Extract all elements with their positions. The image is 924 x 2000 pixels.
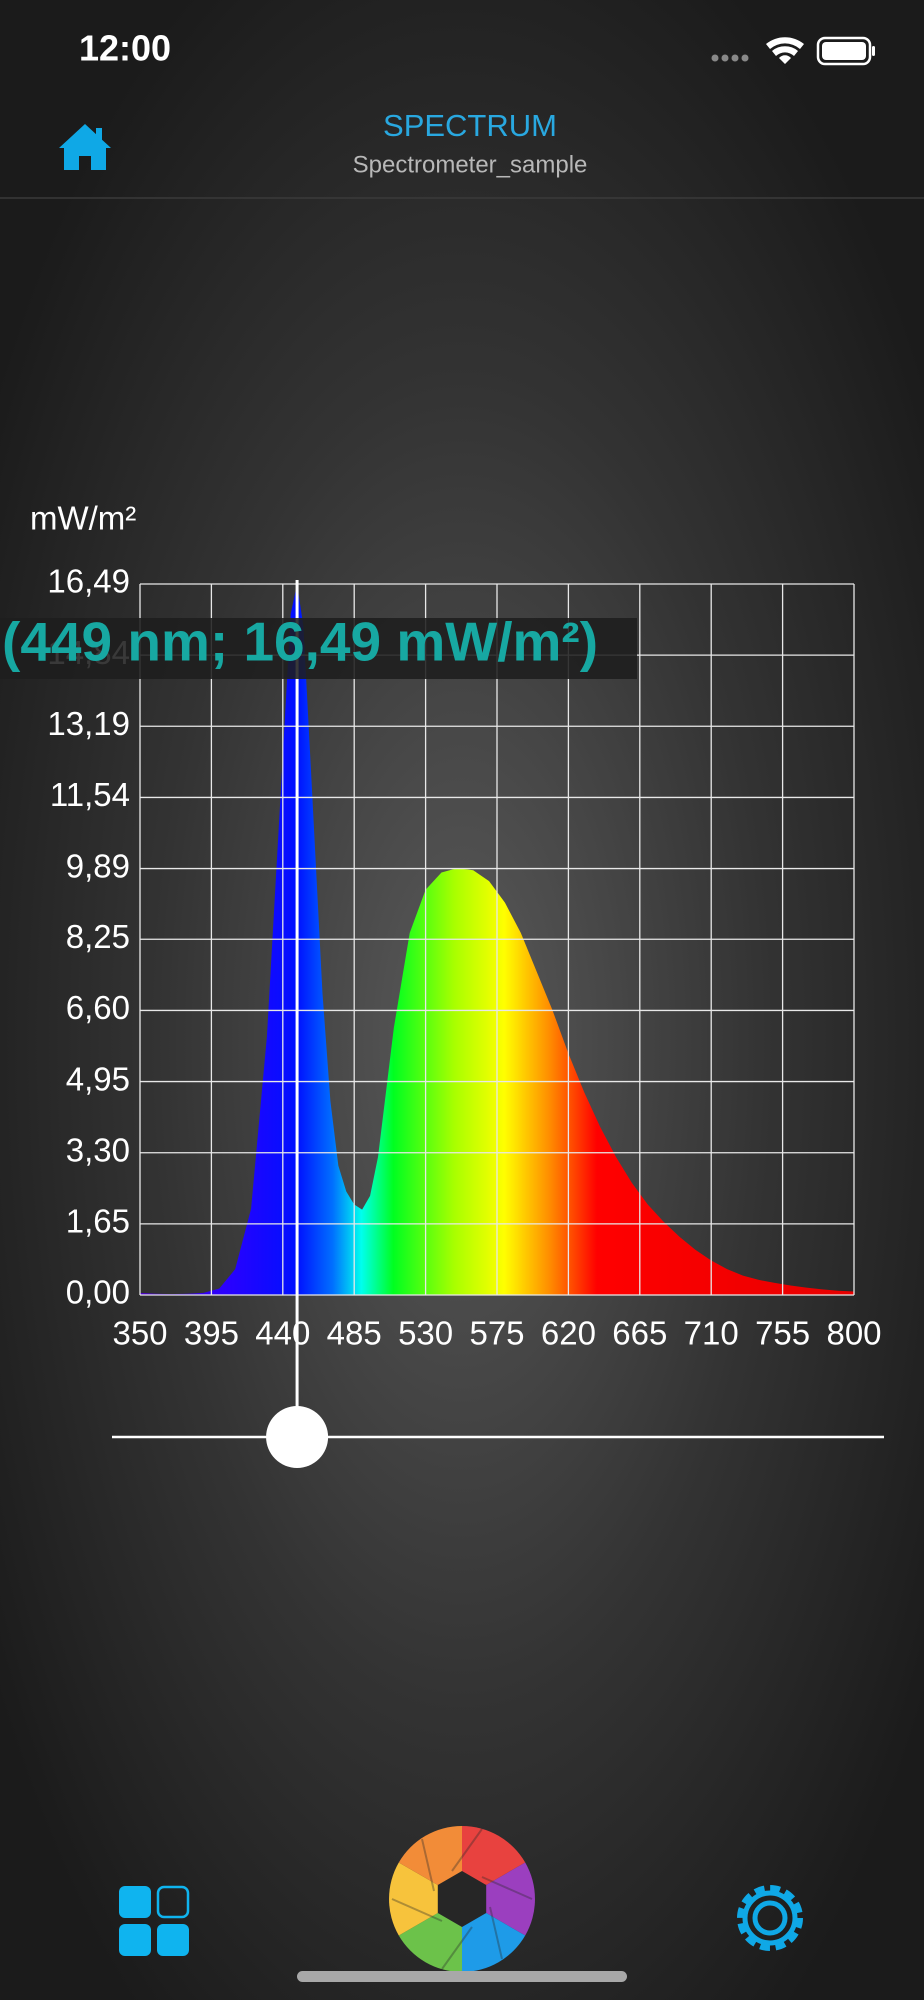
header-subtitle: Spectrometer_sample bbox=[353, 151, 588, 178]
y-tick-label: 11,54 bbox=[50, 776, 130, 813]
x-tick-label: 485 bbox=[327, 1315, 382, 1352]
home-button[interactable] bbox=[59, 124, 111, 170]
x-tick-label: 665 bbox=[612, 1315, 667, 1352]
cursor-label-background bbox=[0, 618, 637, 679]
x-tick-label: 800 bbox=[826, 1315, 881, 1352]
x-tick-label: 395 bbox=[184, 1315, 239, 1352]
cursor-label: (449 nm; 16,49 mW/m²) bbox=[2, 611, 598, 673]
y-tick-label: 16,49 bbox=[47, 563, 130, 600]
x-tick-label: 530 bbox=[398, 1315, 453, 1352]
dashboard-button[interactable] bbox=[119, 1885, 190, 1956]
capture-button[interactable] bbox=[389, 1826, 535, 1972]
x-tick-label: 350 bbox=[112, 1315, 167, 1352]
x-tick-label: 710 bbox=[684, 1315, 739, 1352]
header-title: SPECTRUM bbox=[383, 108, 557, 143]
status-time: 12:00 bbox=[79, 28, 171, 69]
settings-button[interactable] bbox=[737, 1885, 803, 1951]
y-tick-label: 3,30 bbox=[66, 1131, 130, 1168]
y-tick-label: 4,95 bbox=[66, 1060, 130, 1097]
y-tick-label: 6,60 bbox=[66, 989, 130, 1026]
home-indicator bbox=[297, 1971, 627, 1982]
x-tick-label: 440 bbox=[255, 1315, 310, 1352]
chart: mW/m² 0,00 1,65 3,30 4,95 6,60 8,25 9,89 11,54 1… bbox=[0, 500, 884, 1468]
x-tick-label: 620 bbox=[541, 1315, 596, 1352]
y-tick-label: 1,65 bbox=[66, 1203, 130, 1240]
x-tick-label: 755 bbox=[755, 1315, 810, 1352]
status-icons bbox=[711, 36, 875, 66]
y-tick-label: 13,19 bbox=[47, 705, 130, 742]
y-tick-label: 9,89 bbox=[66, 847, 130, 884]
y-tick-label: 8,25 bbox=[66, 918, 130, 955]
y-tick-label: 0,00 bbox=[66, 1274, 130, 1311]
slider-knob[interactable] bbox=[266, 1406, 329, 1468]
y-axis-label: mW/m² bbox=[30, 500, 136, 537]
x-tick-label: 575 bbox=[469, 1315, 524, 1352]
